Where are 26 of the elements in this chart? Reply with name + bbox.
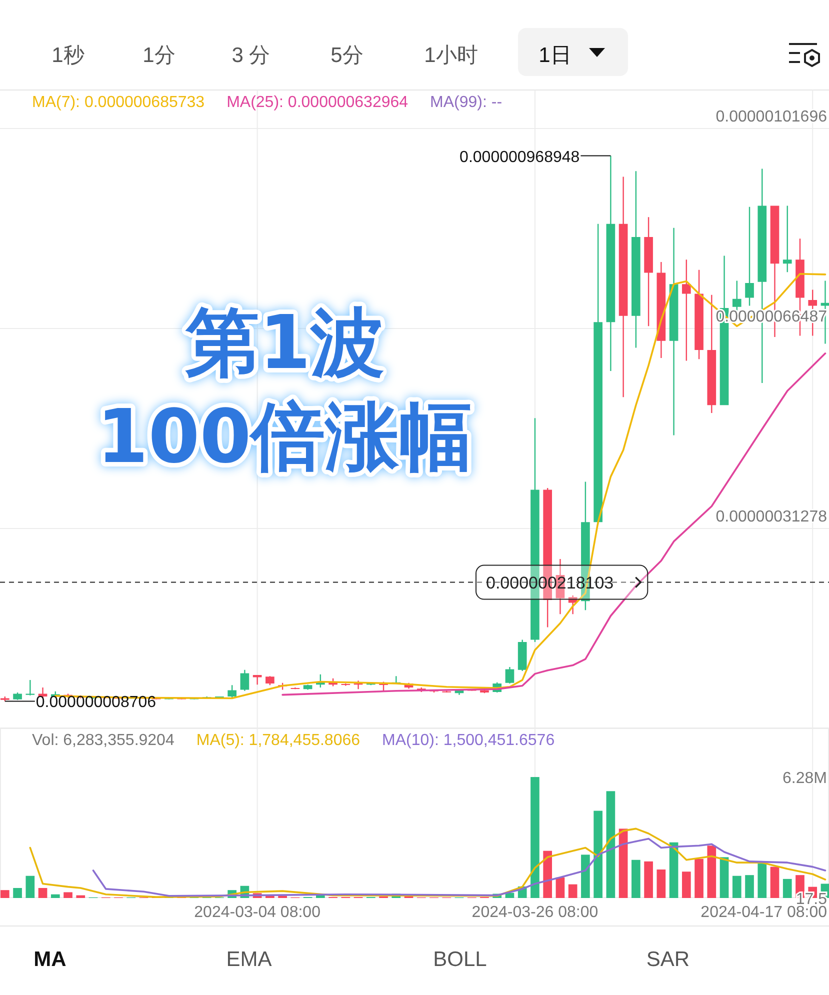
text: 1小时 <box>424 44 478 67</box>
text: MA(10): 1,500,451.6576 <box>382 732 555 749</box>
y-tick-label: 6.28M <box>782 770 827 788</box>
text: MA(25): 0.000000632964 <box>226 94 408 111</box>
x-tick-label: 2024-03-26 08:00 <box>472 904 598 921</box>
text: 3 分 <box>232 44 270 67</box>
annotation: 第1波 <box>184 300 385 386</box>
text: 1日 <box>538 44 572 67</box>
text: 1分 <box>142 44 176 67</box>
text: EMA <box>226 948 272 971</box>
y-tick-label: 0.00000031278 <box>716 508 828 526</box>
annotation: 0.000000968948 <box>460 148 580 166</box>
x-tick-label: 2024-04-17 08:00 <box>700 904 828 921</box>
annotation: Vol: 6,283,355.9204 <box>32 732 174 749</box>
text: BOLL <box>433 948 487 971</box>
text: 1秒 <box>52 44 84 67</box>
text: MA(7): 0.000000685733 <box>32 94 205 111</box>
annotation: 100倍涨幅 <box>96 394 474 480</box>
text: SAR <box>646 948 690 971</box>
annotation: MA(99): -- <box>430 94 502 111</box>
text: 5分 <box>330 44 364 67</box>
annotation: 0.000000008706 <box>36 694 156 712</box>
text: MA(5): 1,784,455.8066 <box>196 732 360 749</box>
x-tick-label: 2024-03-04 08:00 <box>194 904 321 921</box>
y-tick-label: 0.00000101696 <box>716 108 828 126</box>
text: MA <box>34 948 66 971</box>
